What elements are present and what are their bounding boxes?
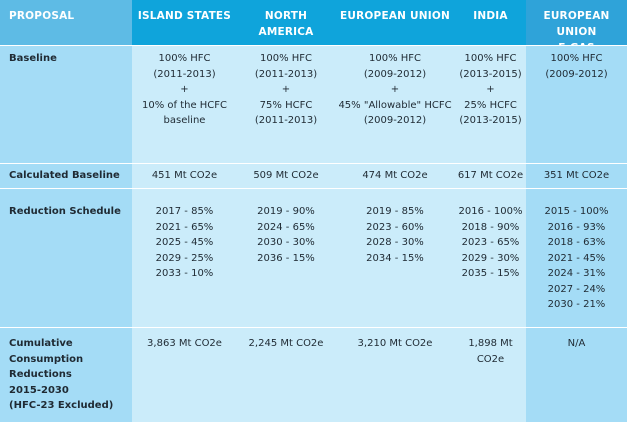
cell-cumulative-na: 2,245 Mt CO2e bbox=[248, 338, 324, 349]
header-north-america: NORTH AMERICA bbox=[258, 10, 314, 38]
row-label-baseline: Baseline bbox=[0, 46, 132, 163]
cell-line: + bbox=[486, 84, 495, 95]
cell-line: (HFC-23 Excluded) bbox=[9, 400, 114, 411]
cell-line: 75% HCFC bbox=[259, 99, 313, 111]
cell-line: + bbox=[281, 84, 291, 95]
cell-baseline-eu: 100% HFC (2009-2012) + 45% "Allowable" H… bbox=[335, 46, 455, 163]
cell-baseline-island: 100% HFC (2011-2013) + 10% of the HCFC b… bbox=[132, 46, 237, 163]
cell-line: 2036 - 15% bbox=[257, 252, 315, 264]
cell-line: 2016 - 100% bbox=[458, 206, 523, 217]
cell-line: baseline bbox=[163, 115, 206, 126]
table-row-cumulative: Cumulative Consumption Reductions 2015-2… bbox=[0, 328, 627, 422]
cell-line: 100% HFC bbox=[259, 53, 313, 64]
cell-calculated-eu: 474 Mt CO2e bbox=[362, 170, 428, 181]
table-row-reduction-schedule: Reduction Schedule 2017 - 85% 2021 - 65%… bbox=[0, 189, 627, 327]
header-proposal: PROPOSAL bbox=[0, 0, 132, 45]
header-european-union: EUROPEAN UNION bbox=[340, 10, 450, 22]
cell-line: 2023 - 60% bbox=[366, 221, 424, 233]
cell-line: 45% "Allowable" HCFC bbox=[338, 99, 452, 111]
cell-line: 25% HCFC bbox=[464, 99, 517, 111]
cell-line: 2016 - 93% bbox=[547, 221, 606, 233]
cell-line: 2015-2030 bbox=[9, 384, 69, 396]
cell-line: 2033 - 10% bbox=[155, 268, 214, 279]
cell-line: 100% HFC bbox=[368, 53, 422, 64]
cell-reduction-india: 2016 - 100% 2018 - 90% 2023 - 65% 2029 -… bbox=[455, 189, 526, 327]
cell-line: (2009-2012) bbox=[545, 68, 608, 80]
cell-line: Cumulative Consumption bbox=[9, 338, 84, 365]
cell-line: 2030 - 30% bbox=[257, 237, 315, 248]
cell-line: 2018 - 63% bbox=[547, 237, 606, 248]
cell-baseline-fgas: 100% HFC (2009-2012) bbox=[526, 46, 627, 163]
cell-reduction-island: 2017 - 85% 2021 - 65% 2025 - 45% 2029 - … bbox=[132, 189, 237, 327]
cell-cumulative-island: 3,863 Mt CO2e bbox=[147, 338, 222, 349]
cell-line: 10% of the HCFC bbox=[141, 99, 228, 111]
cell-cumulative-fgas: N/A bbox=[526, 328, 627, 422]
cell-line: 2030 - 21% bbox=[547, 299, 606, 310]
table-row-calculated-baseline: Calculated Baseline 451 Mt CO2e 509 Mt C… bbox=[0, 164, 627, 188]
row-label-reduction-schedule: Reduction Schedule bbox=[0, 189, 132, 327]
cell-calculated-fgas: 351 Mt CO2e bbox=[526, 164, 627, 188]
cell-calculated-india: 617 Mt CO2e bbox=[457, 170, 524, 181]
cell-cumulative-india: 1,898 Mt CO2e bbox=[468, 338, 513, 365]
cell-line: 2025 - 45% bbox=[155, 237, 214, 248]
cell-baseline-na: 100% HFC (2011-2013) + 75% HCFC (2011-20… bbox=[237, 46, 335, 163]
cell-line: 2029 - 25% bbox=[155, 252, 214, 264]
cell-line: (2013-2015) bbox=[459, 68, 522, 80]
cell-line: 2035 - 15% bbox=[461, 268, 520, 279]
row-label-calculated-baseline: Calculated Baseline bbox=[0, 164, 132, 188]
cell-line: 100% HFC bbox=[550, 53, 603, 64]
cell-reduction-fgas: 2015 - 100% 2016 - 93% 2018 - 63% 2021 -… bbox=[526, 189, 627, 327]
cell-line: 2024 - 65% bbox=[257, 221, 315, 233]
cell-line: 2024 - 31% bbox=[547, 268, 606, 279]
cell-reduction-eu: 2019 - 85% 2023 - 60% 2028 - 30% 2034 - … bbox=[335, 189, 455, 327]
table-row-baseline: Baseline 100% HFC (2011-2013) + 10% of t… bbox=[0, 46, 627, 163]
cell-line: (2013-2015) bbox=[459, 115, 522, 126]
cell-line: 100% HFC bbox=[464, 53, 517, 64]
cell-line: Reductions bbox=[9, 369, 72, 380]
cell-reduction-na: 2019 - 90% 2024 - 65% 2030 - 30% 2036 - … bbox=[237, 189, 335, 327]
cell-cumulative-eu: 3,210 Mt CO2e bbox=[357, 338, 433, 349]
header-eu-fgas: EUROPEAN UNION F-GAS REGULATION bbox=[526, 0, 627, 70]
cell-line: 2021 - 65% bbox=[155, 221, 214, 233]
cell-line: 2015 - 100% bbox=[544, 206, 609, 217]
cell-line: 2028 - 30% bbox=[366, 237, 424, 248]
cell-line: 2019 - 85% bbox=[366, 206, 424, 217]
cell-line: + bbox=[180, 84, 189, 95]
header-india: INDIA bbox=[473, 10, 508, 22]
cell-line: (2011-2013) bbox=[254, 115, 318, 126]
cell-line: 2027 - 24% bbox=[547, 283, 606, 295]
header-island-states: ISLAND STATES bbox=[137, 10, 232, 22]
cell-line: 2034 - 15% bbox=[366, 252, 424, 264]
cell-line: 2023 - 65% bbox=[461, 237, 520, 248]
cell-line: + bbox=[390, 84, 400, 95]
cell-line: 2029 - 30% bbox=[461, 252, 520, 264]
cell-line: (2009-2012) bbox=[363, 115, 427, 126]
cell-line: 2018 - 90% bbox=[461, 221, 520, 233]
cell-line: (2011-2013) bbox=[153, 68, 216, 80]
cell-line: (2009-2012) bbox=[363, 68, 427, 80]
row-label-cumulative: Cumulative Consumption Reductions 2015-2… bbox=[0, 328, 132, 422]
header-row: PROPOSAL ISLAND STATES NORTH AMERICA EUR… bbox=[0, 0, 627, 70]
cell-line: 2021 - 45% bbox=[547, 252, 606, 264]
cell-calculated-na: 509 Mt CO2e bbox=[253, 170, 319, 181]
cell-line: 100% HFC bbox=[158, 53, 211, 64]
cell-calculated-island: 451 Mt CO2e bbox=[151, 170, 218, 181]
cell-line: (2011-2013) bbox=[254, 68, 318, 80]
cell-line: 2019 - 90% bbox=[257, 206, 315, 217]
cell-line: 2017 - 85% bbox=[155, 206, 214, 217]
cell-baseline-india: 100% HFC (2013-2015) + 25% HCFC (2013-20… bbox=[455, 46, 526, 163]
header-eu-fgas-line1: EUROPEAN UNION bbox=[543, 10, 610, 38]
